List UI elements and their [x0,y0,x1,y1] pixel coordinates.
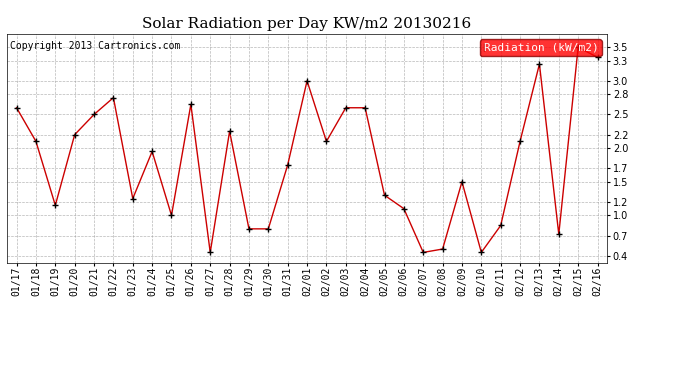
Text: Copyright 2013 Cartronics.com: Copyright 2013 Cartronics.com [10,40,180,51]
Legend: Radiation (kW/m2): Radiation (kW/m2) [480,39,602,56]
Title: Solar Radiation per Day KW/m2 20130216: Solar Radiation per Day KW/m2 20130216 [142,17,472,31]
